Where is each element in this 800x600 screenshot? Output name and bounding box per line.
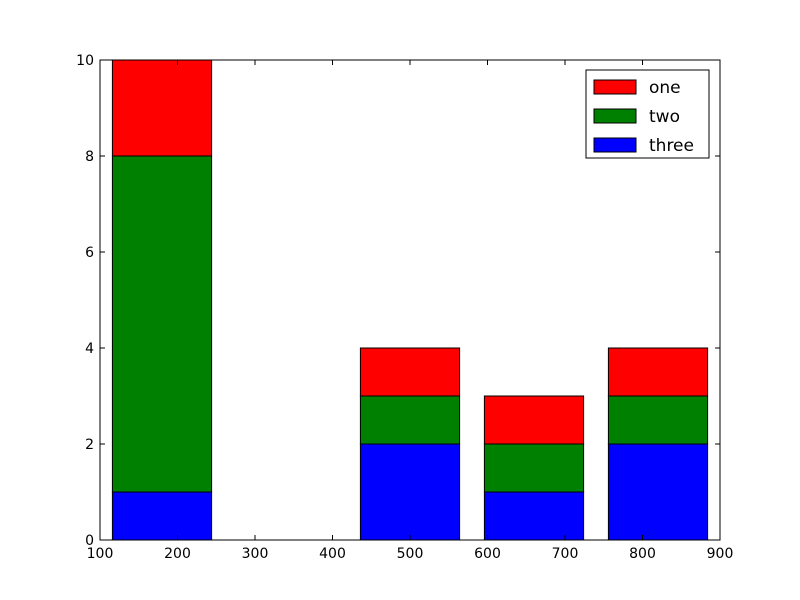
legend-label-one: one	[649, 78, 681, 98]
legend: one two three	[585, 69, 710, 159]
bar-three-500	[359, 443, 461, 541]
bar-one-500	[359, 347, 461, 397]
x-tick-label-600: 600	[474, 546, 501, 562]
y-tick-label-2: 2	[85, 437, 94, 453]
bar-two-660	[483, 443, 585, 493]
x-tick-label-900: 900	[707, 546, 734, 562]
y-tick-label-0: 0	[85, 533, 94, 549]
bar-two-180	[111, 155, 213, 493]
ticks-layer: 100 200 300 400 500 600 700 800 900 0 2 4 6 8 10	[76, 53, 733, 562]
x-tick-label-800: 800	[629, 546, 656, 562]
bars-layer	[111, 59, 709, 541]
bar-one-660	[483, 395, 585, 445]
bar-two-500	[359, 395, 461, 445]
x-tick-label-300: 300	[242, 546, 269, 562]
x-tick-label-200: 200	[164, 546, 191, 562]
bar-two-820	[607, 395, 709, 445]
y-tick-label-4: 4	[85, 341, 94, 357]
y-tick-label-6: 6	[85, 245, 94, 261]
y-tick-label-10: 10	[76, 53, 94, 69]
x-tick-label-500: 500	[397, 546, 424, 562]
bar-one-180	[111, 59, 213, 157]
x-tick-label-100: 100	[87, 546, 114, 562]
bar-three-820	[607, 443, 709, 541]
legend-label-two: two	[649, 107, 680, 127]
legend-label-three: three	[649, 136, 694, 156]
y-tick-label-8: 8	[85, 149, 94, 165]
legend-swatch-three	[593, 137, 637, 153]
legend-swatch-two	[593, 108, 637, 124]
x-tick-label-700: 700	[552, 546, 579, 562]
legend-swatch-one	[593, 79, 637, 95]
x-tick-label-400: 400	[319, 546, 346, 562]
bar-three-660	[483, 491, 585, 541]
bar-one-820	[607, 347, 709, 397]
bar-three-180	[111, 491, 213, 541]
